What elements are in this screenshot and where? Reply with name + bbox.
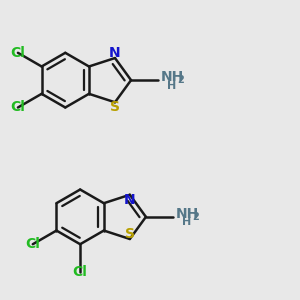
Text: Cl: Cl — [11, 46, 26, 60]
Text: NH: NH — [176, 207, 199, 221]
Text: 2: 2 — [192, 212, 199, 222]
Text: 2: 2 — [177, 75, 184, 85]
Text: N: N — [124, 193, 136, 206]
Text: S: S — [125, 227, 135, 241]
Text: S: S — [110, 100, 120, 114]
Text: Cl: Cl — [73, 265, 88, 279]
Text: NH: NH — [161, 70, 184, 84]
Text: H: H — [167, 80, 176, 91]
Text: Cl: Cl — [11, 100, 26, 115]
Text: H: H — [182, 217, 191, 227]
Text: Cl: Cl — [26, 237, 40, 251]
Text: N: N — [109, 46, 121, 60]
